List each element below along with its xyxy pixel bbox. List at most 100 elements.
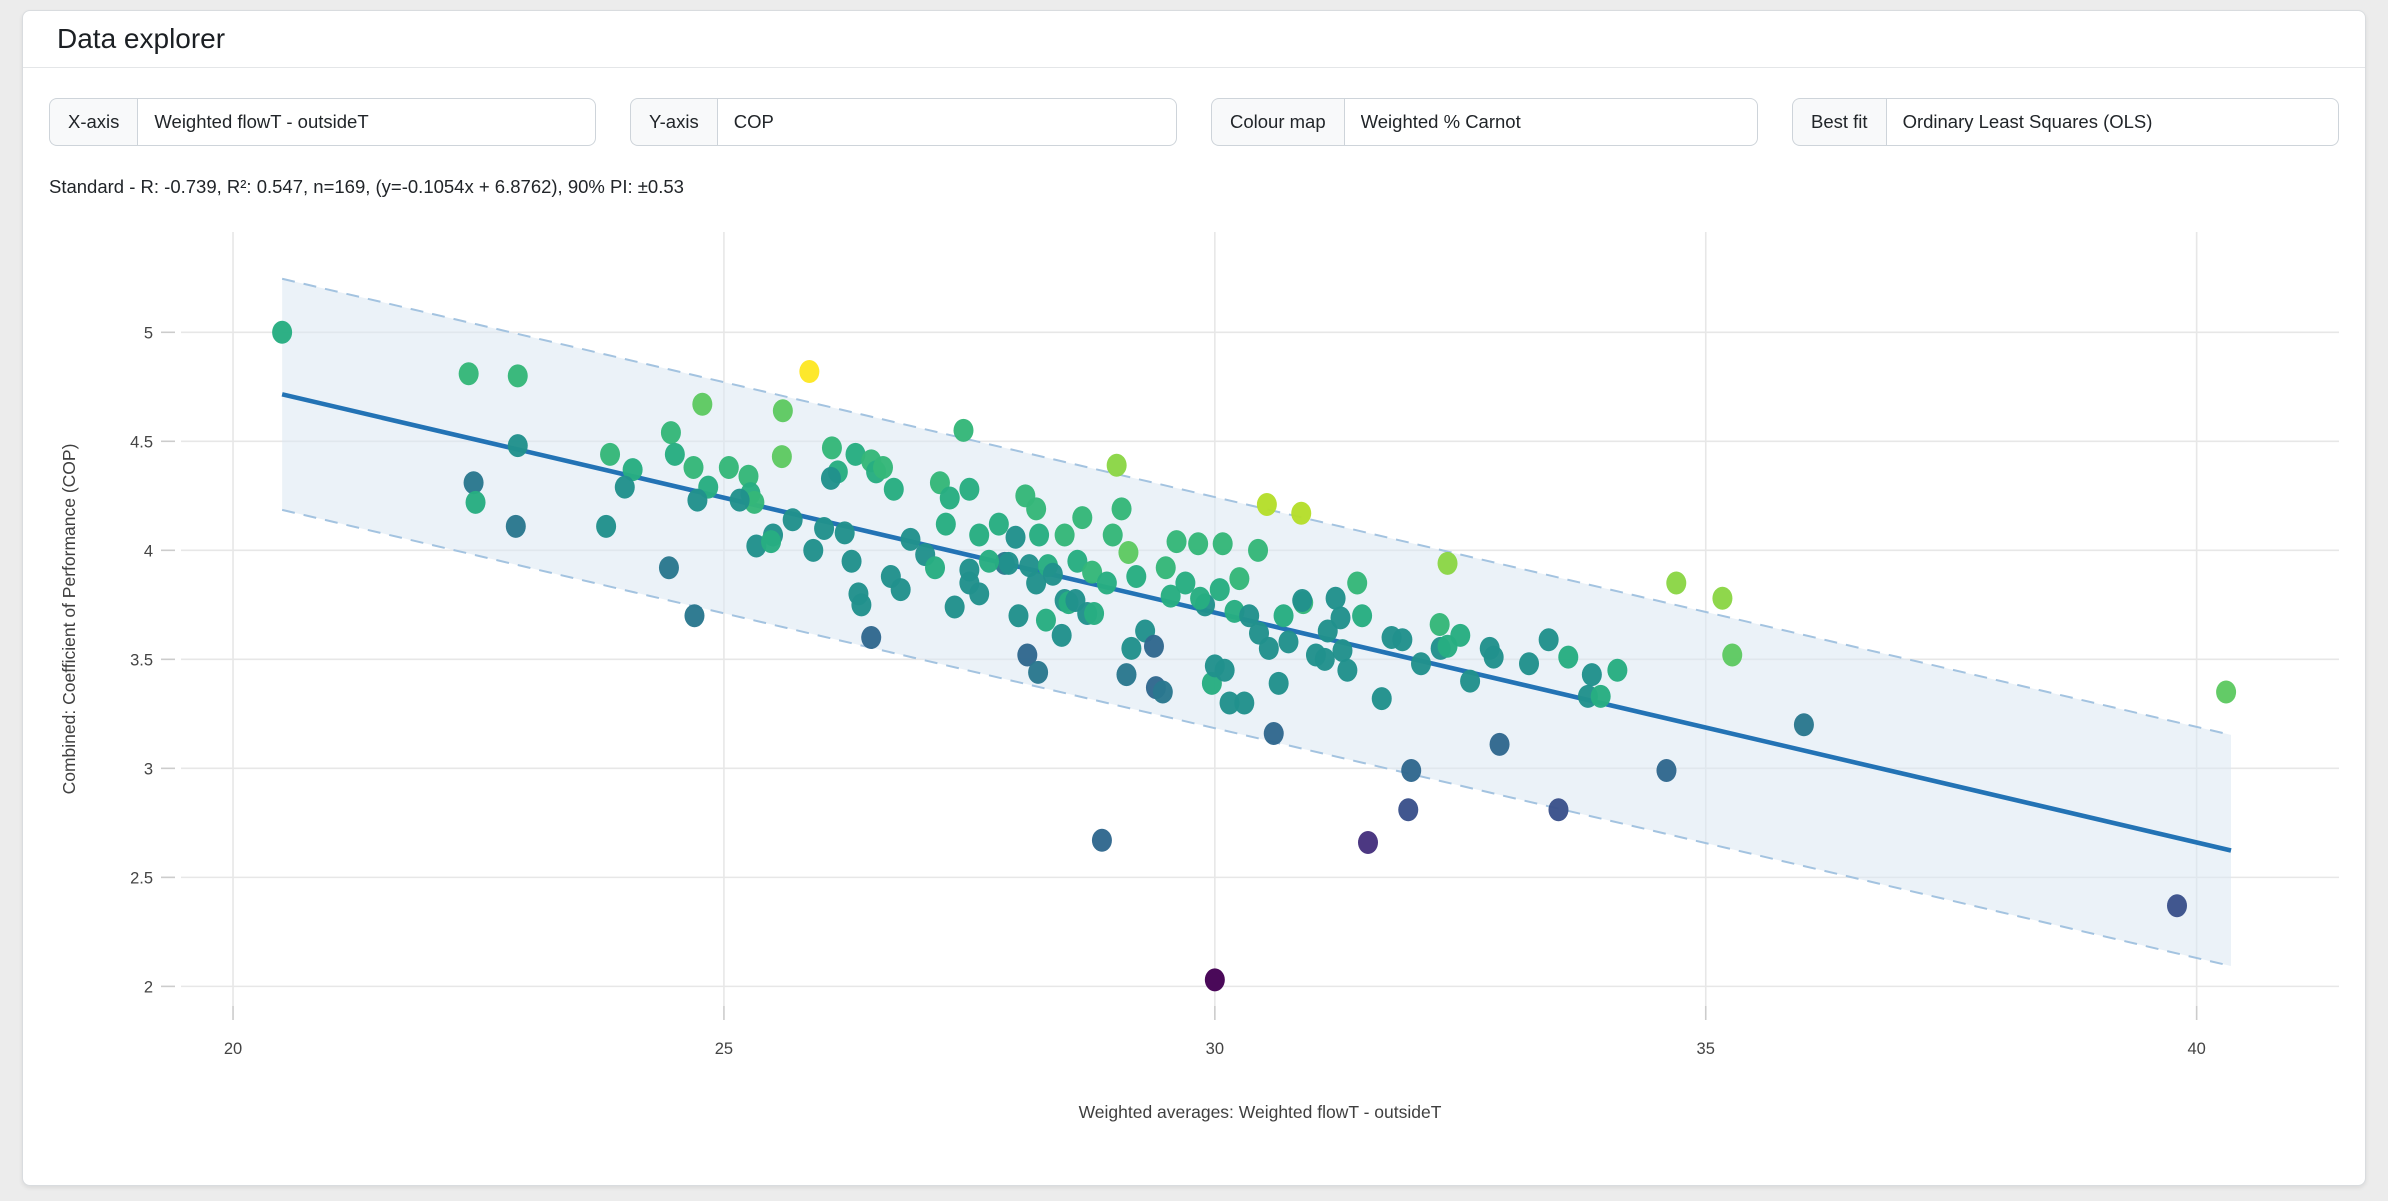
scatter-point[interactable] (1489, 732, 1510, 756)
scatter-point[interactable] (1072, 506, 1093, 530)
scatter-point[interactable] (959, 477, 980, 501)
scatter-point[interactable] (1450, 623, 1471, 647)
scatter-point[interactable] (1209, 578, 1230, 602)
scatter-point[interactable] (1212, 532, 1233, 556)
scatter-point[interactable] (463, 471, 484, 495)
scatter-point[interactable] (821, 436, 842, 460)
scatter-point[interactable] (1082, 560, 1103, 584)
scatter-point[interactable] (1239, 604, 1260, 628)
scatter-point[interactable] (1392, 628, 1413, 652)
scatter-point[interactable] (841, 549, 862, 573)
scatter-point[interactable] (1558, 645, 1579, 669)
scatter-point[interactable] (718, 455, 739, 479)
scatter-point[interactable] (1005, 525, 1026, 549)
scatter-point[interactable] (880, 564, 901, 588)
scatter-point[interactable] (953, 418, 974, 442)
scatter-point[interactable] (1026, 571, 1047, 595)
scatter-point[interactable] (772, 399, 793, 423)
scatter-point[interactable] (622, 458, 643, 482)
scatter-point[interactable] (1256, 493, 1277, 517)
scatter-point[interactable] (959, 558, 980, 582)
scatter-point[interactable] (1263, 721, 1284, 745)
scatter-point[interactable] (2216, 680, 2237, 704)
scatter-point[interactable] (1273, 604, 1294, 628)
scatter-point[interactable] (2167, 894, 2188, 918)
x-axis-input[interactable] (137, 98, 596, 146)
scatter-point[interactable] (1111, 497, 1132, 521)
scatter-point[interactable] (1118, 541, 1139, 565)
scatter-point[interactable] (1352, 604, 1373, 628)
scatter-point[interactable] (1175, 571, 1196, 595)
scatter-point[interactable] (458, 362, 479, 386)
scatter-point[interactable] (1042, 562, 1063, 586)
scatter-point[interactable] (1429, 612, 1450, 636)
scatter-point[interactable] (1204, 968, 1225, 992)
scatter-point[interactable] (664, 442, 685, 466)
scatter-point[interactable] (771, 445, 792, 469)
scatter-point[interactable] (1019, 554, 1040, 578)
scatter-point[interactable] (988, 512, 1009, 536)
scatter-point[interactable] (1590, 684, 1611, 708)
scatter-point[interactable] (1332, 639, 1353, 663)
scatter-point[interactable] (744, 490, 765, 514)
scatter-point[interactable] (658, 556, 679, 580)
scatter-point[interactable] (1538, 628, 1559, 652)
scatter-point[interactable] (1096, 571, 1117, 595)
scatter-point[interactable] (272, 320, 293, 344)
scatter-point[interactable] (834, 521, 855, 545)
scatter-point[interactable] (1519, 652, 1540, 676)
scatter-point[interactable] (505, 514, 526, 538)
scatter-point[interactable] (507, 434, 528, 458)
scatter-point[interactable] (799, 360, 820, 384)
scatter-point[interactable] (1398, 798, 1419, 822)
scatter-point[interactable] (687, 488, 708, 512)
scatter-point[interactable] (1347, 571, 1368, 595)
colour-map-input[interactable] (1343, 98, 1758, 146)
best-fit-input[interactable] (1885, 98, 2339, 146)
scatter-point[interactable] (1017, 643, 1038, 667)
scatter-point[interactable] (1026, 497, 1047, 521)
scatter-point[interactable] (1793, 713, 1814, 737)
scatter-point[interactable] (465, 490, 486, 514)
scatter-point[interactable] (1054, 523, 1075, 547)
scatter-point[interactable] (1357, 830, 1378, 854)
y-axis-input[interactable] (716, 98, 1177, 146)
scatter-point[interactable] (1035, 608, 1056, 632)
scatter-point[interactable] (1656, 759, 1677, 783)
scatter-point[interactable] (1188, 532, 1209, 556)
scatter-point[interactable] (969, 582, 990, 606)
scatter-point[interactable] (814, 517, 835, 541)
scatter-point[interactable] (861, 626, 882, 650)
scatter-point[interactable] (1091, 828, 1112, 852)
scatter-point[interactable] (1190, 586, 1211, 610)
scatter-point[interactable] (738, 464, 759, 488)
scatter-point[interactable] (1051, 623, 1072, 647)
scatter-point[interactable] (1325, 586, 1346, 610)
scatter-point[interactable] (1258, 636, 1279, 660)
scatter-point[interactable] (969, 523, 990, 547)
scatter-point[interactable] (1401, 759, 1422, 783)
scatter-point[interactable] (1166, 530, 1187, 554)
scatter-point[interactable] (1317, 619, 1338, 643)
scatter-point[interactable] (1102, 523, 1123, 547)
scatter-point[interactable] (925, 556, 946, 580)
scatter-point[interactable] (1029, 523, 1050, 547)
scatter-point[interactable] (729, 488, 750, 512)
scatter-point[interactable] (1666, 571, 1687, 595)
scatter-point[interactable] (1268, 671, 1289, 695)
scatter-point[interactable] (1460, 669, 1481, 693)
scatter-point[interactable] (1411, 652, 1432, 676)
scatter-point[interactable] (935, 512, 956, 536)
scatter-point[interactable] (900, 527, 921, 551)
scatter-point[interactable] (820, 466, 841, 490)
scatter-point[interactable] (1581, 663, 1602, 687)
scatter-point[interactable] (851, 593, 872, 617)
scatter-point[interactable] (1437, 551, 1458, 575)
scatter-point[interactable] (1248, 538, 1269, 562)
scatter-point[interactable] (1155, 556, 1176, 580)
scatter-point[interactable] (1106, 453, 1127, 477)
scatter-point[interactable] (1330, 606, 1351, 630)
scatter-point[interactable] (939, 486, 960, 510)
scatter-point[interactable] (979, 549, 1000, 573)
scatter-point[interactable] (1291, 501, 1312, 525)
